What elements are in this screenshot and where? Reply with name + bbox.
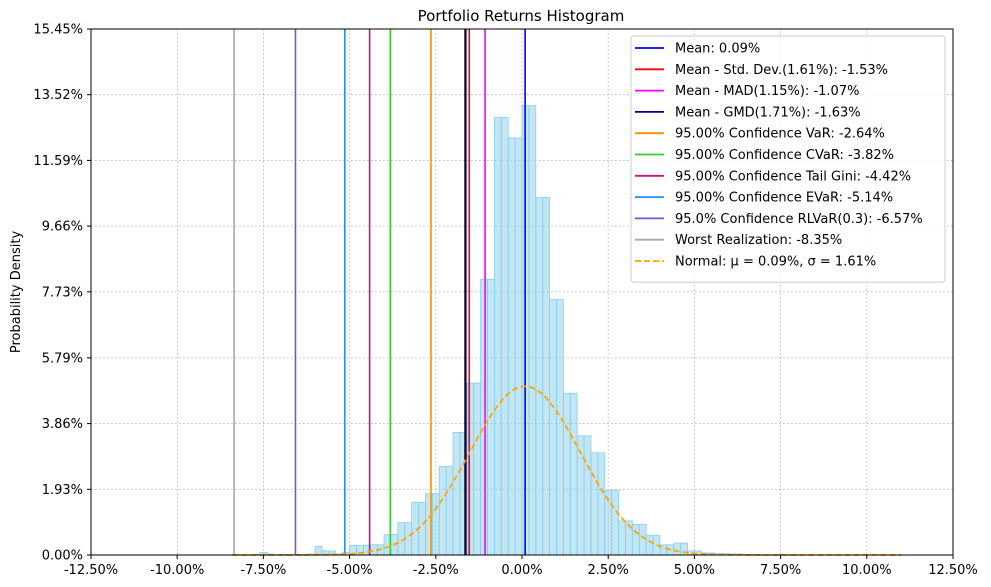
chart-title: Portfolio Returns Histogram <box>418 7 625 25</box>
histogram-bar <box>562 392 571 556</box>
x-tick-label: -12.50% <box>64 563 118 578</box>
legend-label: Mean: 0.09% <box>675 42 760 57</box>
legend-box <box>630 35 946 283</box>
legend-label: Mean - GMD(1.71%): -1.63% <box>675 105 861 120</box>
histogram-bar <box>645 534 654 556</box>
histogram-bar <box>631 523 640 556</box>
y-tick-label: 0.00% <box>42 549 83 564</box>
x-tick-label: -2.50% <box>413 563 459 578</box>
histogram-bar <box>494 117 502 556</box>
histogram-bar <box>466 382 475 556</box>
histogram-bar <box>431 493 440 556</box>
x-tick-label: -7.50% <box>240 563 286 578</box>
legend-label: Normal: μ = 0.09%, σ = 1.61% <box>675 255 876 270</box>
histogram-bar <box>418 501 426 556</box>
y-tick-label: 13.52% <box>33 88 83 103</box>
x-tick-label: 2.50% <box>588 563 629 578</box>
normal-curve <box>232 385 902 556</box>
y-axis-label: Probability Density <box>9 231 24 354</box>
y-tick-label: 9.66% <box>42 220 83 235</box>
histogram-bar <box>583 435 592 556</box>
histogram-bar <box>528 105 537 556</box>
histogram-bar <box>473 382 482 556</box>
legend: Mean: 0.09% Mean - Std. Dev.(1.61%): -1.5… <box>630 35 946 283</box>
legend-label: 95.00% Confidence VaR: -2.64% <box>675 127 885 142</box>
x-tick-label: 7.50% <box>760 563 801 578</box>
legend-label: 95.00% Confidence CVaR: -3.82% <box>675 148 894 163</box>
histogram-bar <box>507 137 516 556</box>
legend-label: 95.0% Confidence RLVaR(0.3): -6.57% <box>675 212 923 227</box>
histogram-bar <box>480 278 488 556</box>
histogram-bar <box>618 520 626 556</box>
y-tick-label: 5.79% <box>42 351 83 366</box>
histogram-bar <box>611 489 619 556</box>
legend-label: 95.00% Confidence EVaR: -5.14% <box>675 191 893 206</box>
histogram-bar <box>514 137 523 556</box>
histogram-bar <box>556 299 564 556</box>
y-tick-label: 15.45% <box>33 23 83 38</box>
x-tick-label: -10.00% <box>150 563 204 578</box>
histogram-bar <box>673 542 682 556</box>
x-tick-label: 10.00% <box>842 563 892 578</box>
axes-layer: -12.50% -10.00% -7.50% -5.00% -2.50% 0.00% 2.5… <box>33 23 977 579</box>
histogram-bar <box>445 466 454 556</box>
histogram-bar <box>569 392 578 556</box>
x-tick-label: 0.00% <box>501 563 542 578</box>
x-tick-label: -5.00% <box>327 563 373 578</box>
histogram-bar <box>549 299 557 556</box>
y-tick-label: 3.86% <box>42 417 83 432</box>
histogram-bar <box>590 452 599 556</box>
histogram-bar <box>500 117 509 556</box>
legend-label: 95.00% Confidence Tail Gini: -4.42% <box>675 169 911 184</box>
legend-label: Mean - MAD(1.15%): -1.07% <box>675 84 859 99</box>
histogram-bar <box>438 466 447 556</box>
histogram-bar <box>542 197 550 556</box>
x-tick-label: 5.00% <box>674 563 715 578</box>
legend-label: Mean - Std. Dev.(1.61%): -1.53% <box>675 63 888 78</box>
histogram-bar <box>487 278 495 556</box>
legend-label: Worst Realization: -8.35% <box>675 233 842 248</box>
histogram-bar <box>314 546 323 556</box>
y-tick-label: 7.73% <box>42 285 83 300</box>
histogram-bar <box>597 452 606 556</box>
histogram-bar <box>535 197 544 556</box>
risk-lines <box>233 29 526 555</box>
normal-curve-layer <box>232 385 902 556</box>
x-tick-label: 12.50% <box>928 563 978 578</box>
y-tick-label: 11.59% <box>33 154 83 169</box>
histogram-bar <box>452 432 461 556</box>
y-tick-label: 1.93% <box>42 483 83 498</box>
